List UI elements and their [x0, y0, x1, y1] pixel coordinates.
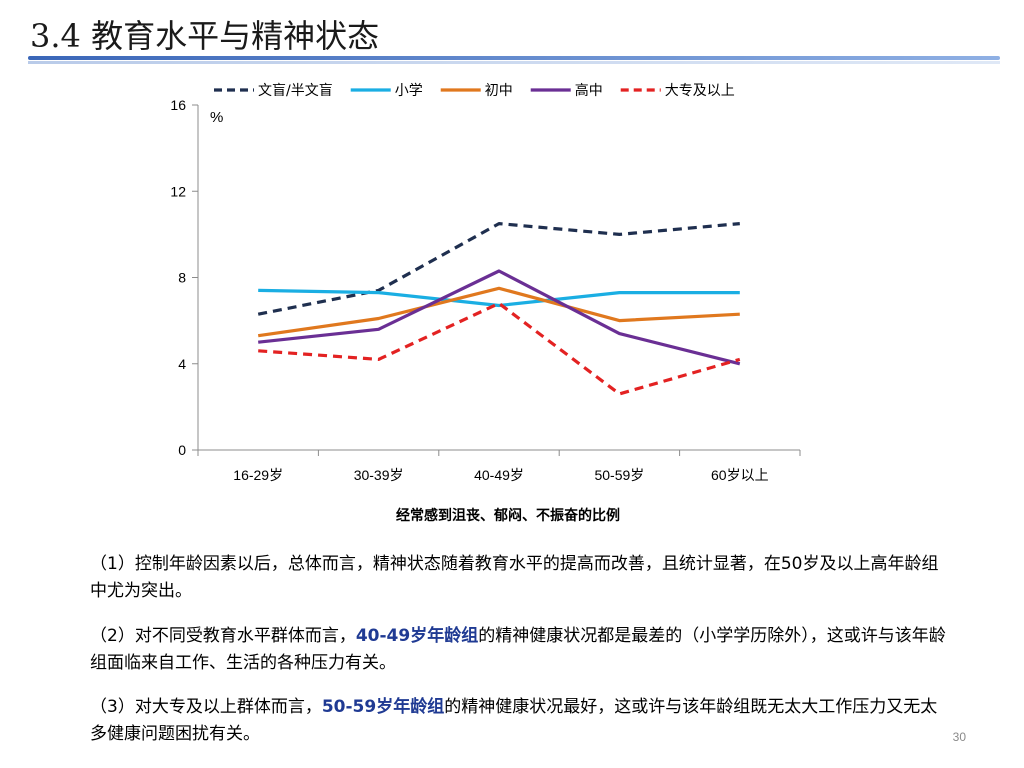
page-number: 30 [952, 730, 966, 744]
legend-item-2: 小学 [350, 83, 423, 99]
y-tick-label: 8 [178, 270, 186, 286]
series-line-1 [257, 222, 740, 316]
legend-label: 高中 [575, 82, 603, 99]
slide-title: 3.4 教育水平与精神状态 [30, 17, 380, 55]
legend-item-1: 文盲/半文盲 [214, 82, 333, 99]
legend-label: 大专及以上 [665, 83, 735, 99]
x-axis-title: 经常感到沮丧、郁闷、不振奋的比例 [396, 507, 620, 524]
line-chart: 0 4 8 12 16 16-29岁 30-39岁 40-49岁 50-59岁 60岁以上 文盲/… [170, 82, 801, 524]
x-tick-label: 16-29岁 [233, 467, 283, 483]
legend-item-5: 大专及以上 [620, 83, 735, 99]
legend-item-3: 初中 [440, 82, 513, 99]
x-tick-label: 40-49岁 [474, 467, 524, 483]
series-line-5 [258, 301, 741, 396]
x-tick-label: 50-59岁 [594, 467, 644, 483]
x-tick-label: 30-39岁 [354, 467, 404, 483]
y-tick-label: 16 [170, 97, 186, 113]
legend-label: 初中 [485, 82, 513, 99]
legend-label: 文盲/半文盲 [258, 82, 333, 99]
title-divider-shadow [28, 61, 1000, 64]
series-line-4 [258, 269, 741, 366]
paragraph-3-highlight: 50-59岁年龄组 [321, 697, 445, 717]
series-line-3 [257, 286, 740, 338]
y-tick-label: 12 [170, 183, 186, 199]
paragraph-3-text-a: （3）对大专及以上群体而言， [90, 697, 322, 717]
y-axis-unit-label: % [210, 109, 223, 126]
paragraph-3-text-b: 的精神健康状况最好，这或许与该年龄组既无太大工作压力又无太多健康问题困扰有关。 [90, 697, 938, 744]
paragraph-2-text-a: （2）对不同受教育水平群体而言， [90, 626, 356, 646]
paragraph-2-text-b: 的精神健康状况都是最差的（小学学历除外），这或许与该年龄组面临来自工作、生活的各… [90, 626, 946, 673]
legend-item-4: 高中 [530, 82, 603, 99]
y-tick-label: 0 [178, 442, 186, 458]
title-divider [28, 56, 1000, 60]
y-tick-label: 4 [178, 356, 186, 372]
series-line-2 [258, 288, 740, 308]
x-tick-label: 60岁以上 [711, 467, 769, 483]
paragraph-1-text: （1）控制年龄因素以后，总体而言，精神状态随着教育水平的提高而改善，且统计显著，… [90, 554, 939, 601]
paragraph-1: （1）控制年龄因素以后，总体而言，精神状态随着教育水平的提高而改善，且统计显著，… [90, 551, 950, 605]
paragraph-2: （2）对不同受教育水平群体而言，40-49岁年龄组的精神健康状况都是最差的（小学… [90, 623, 950, 677]
paragraph-2-highlight: 40-49岁年龄组 [355, 626, 479, 646]
paragraph-3: （3）对大专及以上群体而言，50-59岁年龄组的精神健康状况最好，这或许与该年龄… [90, 694, 950, 748]
legend-label: 小学 [395, 83, 423, 99]
